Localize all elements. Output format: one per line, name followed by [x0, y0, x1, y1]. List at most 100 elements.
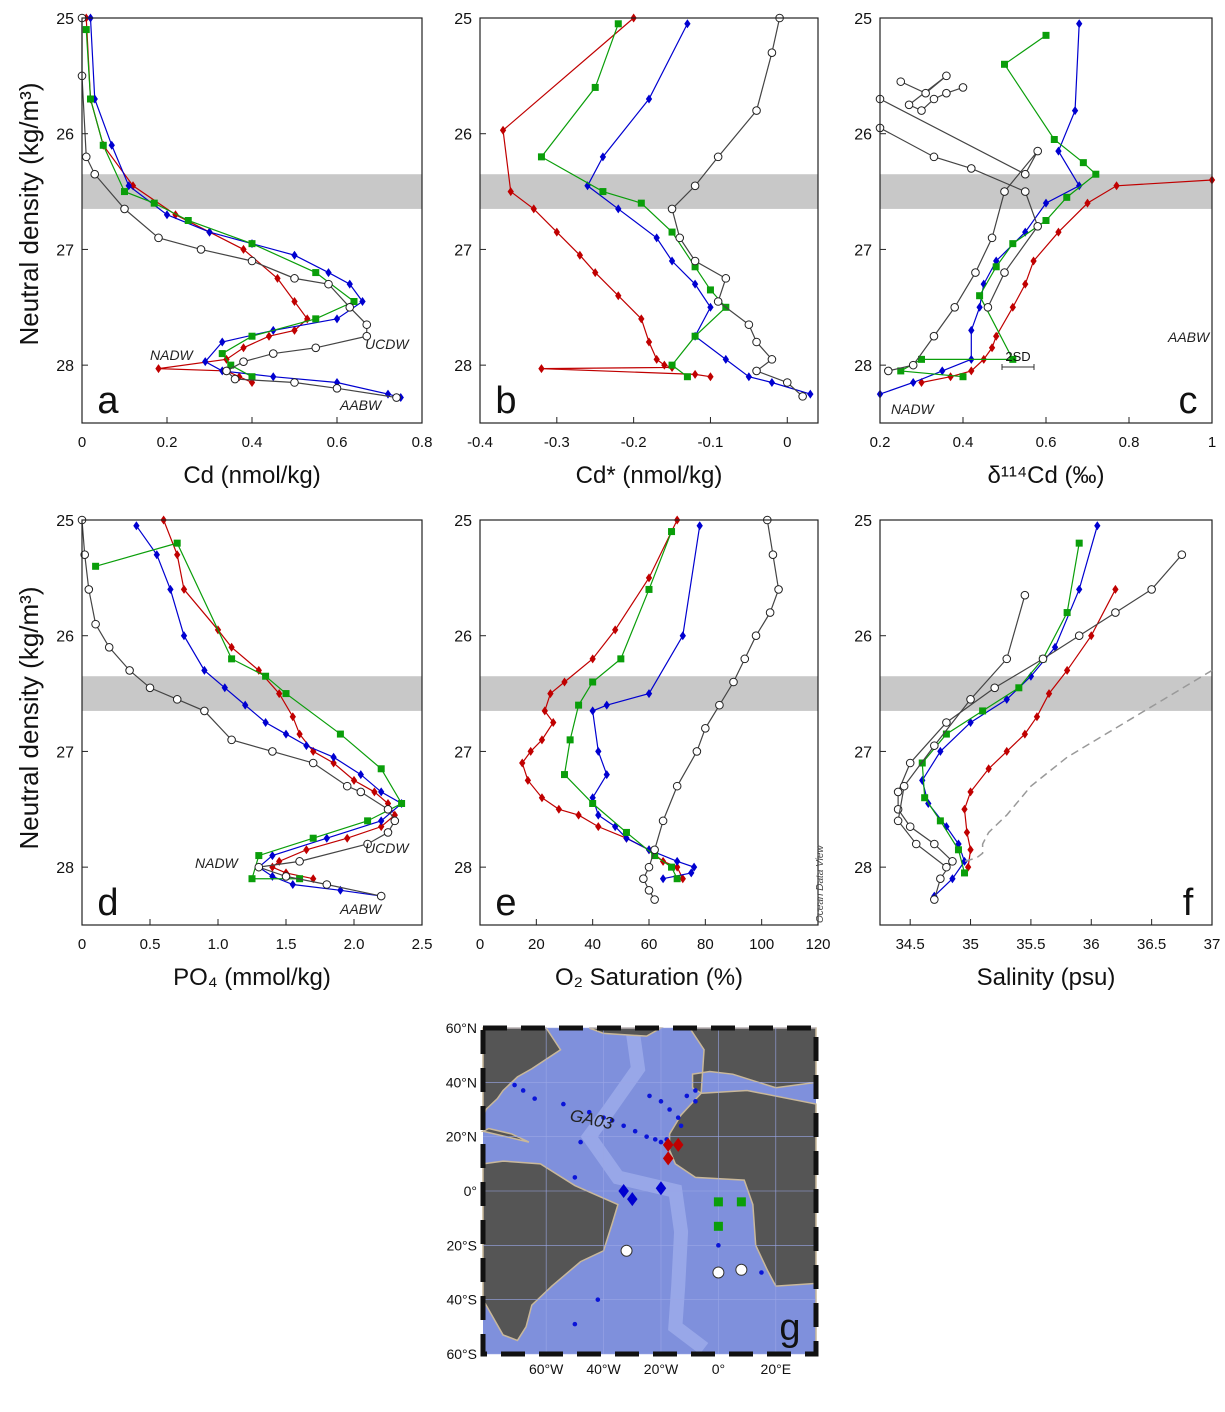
- data-point-open-circle: [1038, 654, 1048, 664]
- data-point-open-circle: [90, 169, 100, 179]
- data-point-green-square: [218, 350, 226, 358]
- x-tick-label: 120: [805, 936, 830, 953]
- data-point-open-circle: [930, 741, 939, 750]
- data-point-open-circle: [908, 360, 918, 370]
- series-line-blue: [879, 23, 1081, 395]
- data-point-open-circle: [911, 839, 921, 849]
- data-point-open-circle: [667, 204, 677, 214]
- data-point-open-circle: [948, 857, 957, 866]
- data-point-blue-diamond: [745, 372, 753, 382]
- data-point-green-square: [1001, 60, 1008, 68]
- data-point-green-square: [897, 367, 905, 375]
- lat-tick-label: 20°N: [446, 1129, 477, 1145]
- station-diamond: [662, 1151, 674, 1166]
- data-point-red-diamond: [384, 799, 392, 808]
- x-tick-label: 36: [1083, 936, 1100, 953]
- data-point-open-circle: [942, 862, 951, 872]
- data-point-red-diamond: [661, 360, 668, 370]
- plot-frame: [879, 519, 1213, 926]
- series-line-blue: [586, 23, 811, 395]
- data-point-open-circle: [942, 718, 951, 727]
- data-point-red-diamond: [547, 689, 554, 699]
- y-tick-label: 28: [56, 358, 74, 375]
- data-point-blue-diamond: [163, 210, 171, 220]
- x-tick-label: -0.2: [621, 434, 647, 451]
- panel-a: 25 26 27 28 0 0.2 0.4 0.6 0.8 Cd (nmol/kg) a NADW UC…: [56, 11, 432, 489]
- data-point-open-circle: [1000, 187, 1009, 196]
- data-point-blue-diamond: [346, 279, 353, 289]
- y-tick-label: 27: [454, 242, 472, 259]
- data-point-blue-diamond: [696, 521, 703, 531]
- error-bar-label: 2SD: [1005, 349, 1030, 364]
- data-point-blue-diamond: [949, 874, 956, 884]
- data-point-open-circle: [713, 152, 723, 162]
- data-point-open-circle: [752, 106, 761, 115]
- data-point-red-diamond: [595, 822, 602, 832]
- lat-tick-label: 20°S: [446, 1237, 477, 1253]
- data-point-open-circle: [929, 331, 939, 341]
- data-point-red-diamond: [538, 364, 545, 374]
- data-point-open-circle: [91, 619, 100, 629]
- data-point-open-circle: [765, 608, 775, 617]
- data-point-open-circle: [84, 585, 94, 594]
- station-diamond: [627, 1192, 638, 1207]
- lat-tick-label: 40°N: [446, 1074, 477, 1090]
- data-point-red-diamond: [344, 833, 351, 843]
- y-tick-label: 28: [454, 860, 472, 877]
- data-point-open-circle: [230, 374, 240, 384]
- data-point-blue-diamond: [201, 665, 208, 675]
- data-point-red-diamond: [265, 331, 273, 341]
- panel-d: 25 26 27 28 0 0.5 1.0 1.5 2.0 2.5 PO₄ (mmol/kg) d NA…: [56, 513, 432, 991]
- data-point-green-square: [121, 188, 128, 196]
- station-open-circle: [735, 1263, 748, 1276]
- data-point-green-square: [312, 269, 320, 277]
- series-line-red: [163, 519, 396, 880]
- data-point-open-circle: [752, 337, 761, 347]
- data-point-blue-diamond: [595, 810, 602, 820]
- data-point-blue-diamond: [691, 279, 699, 289]
- station-small: [586, 1109, 592, 1115]
- data-point-open-circle: [690, 256, 700, 266]
- y-tick-label: 26: [854, 127, 872, 144]
- data-point-red-diamond: [269, 862, 276, 872]
- data-point-green-square: [364, 817, 372, 825]
- data-point-green-square: [617, 655, 625, 663]
- panel-c: 25 26 27 28 0.2 0.4 0.6 0.8 1 δ¹¹⁴Cd (‰) c 2SD NADW A…: [854, 11, 1216, 489]
- data-point-open-circle: [752, 366, 761, 376]
- data-point-green-square: [992, 263, 1000, 271]
- data-point-red-diamond: [507, 187, 514, 197]
- data-point-red-diamond: [589, 654, 596, 664]
- mid-atlantic-ridge: [580, 1027, 709, 1355]
- data-point-open-circle: [936, 874, 945, 884]
- data-point-blue-diamond: [645, 689, 653, 699]
- data-point-green-square: [706, 286, 714, 294]
- station-open-circle: [712, 1266, 725, 1279]
- data-point-open-circle: [392, 393, 401, 402]
- data-point-green-square: [227, 361, 235, 369]
- data-point-open-circle: [154, 233, 163, 243]
- data-point-red-diamond: [674, 862, 681, 872]
- data-point-blue-diamond: [603, 700, 610, 710]
- series-line-blue: [89, 17, 401, 399]
- data-point-blue-diamond: [690, 862, 698, 872]
- data-point-open-circle: [672, 781, 682, 791]
- data-point-green-square: [668, 228, 676, 236]
- data-point-open-circle: [987, 233, 997, 243]
- data-point-red-diamond: [1003, 746, 1010, 756]
- data-point-open-circle: [966, 695, 975, 704]
- data-point-green-square: [936, 817, 944, 825]
- data-point-open-circle: [929, 152, 939, 162]
- x-tick-label: 0.8: [412, 434, 433, 451]
- data-point-green-square: [336, 730, 344, 738]
- data-point-red-diamond: [350, 775, 358, 785]
- data-point-green-square: [691, 332, 699, 340]
- data-point-blue-diamond: [108, 140, 115, 150]
- data-point-green-square: [921, 794, 929, 802]
- data-point-open-circle: [1177, 550, 1187, 560]
- data-point-green-square: [1050, 136, 1058, 143]
- data-point-green-square: [637, 199, 645, 207]
- data-point-blue-diamond: [722, 354, 729, 364]
- data-point-red-diamond: [527, 746, 534, 756]
- data-point-blue-diamond: [282, 729, 290, 739]
- data-point-green-square: [691, 263, 699, 271]
